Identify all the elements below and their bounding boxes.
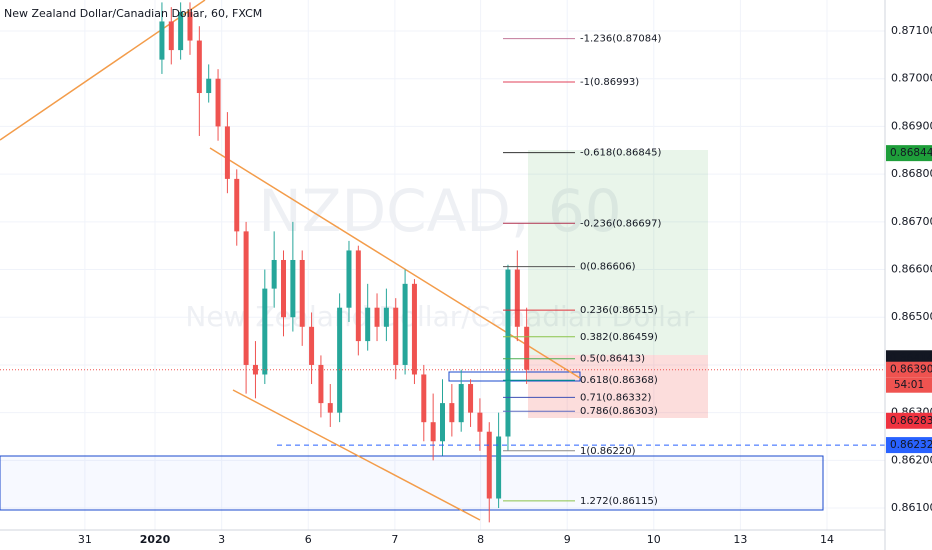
candle-body [468,384,474,413]
candle-body [168,21,174,51]
fib-label: 0(0.86606) [580,262,636,273]
candle-body [299,259,305,327]
candle-body [365,307,371,342]
candle-body [309,326,315,365]
candle-body [224,126,230,179]
watermark-subtitle: New Zealand Dollar/Canadian Dollar [185,300,695,333]
fib-label: -0.618(0.86845) [580,148,661,159]
candle-body [327,403,333,413]
candle-body [234,178,240,232]
candle-body [440,403,445,442]
x-tick-label: 8 [477,533,484,546]
price-badge [886,145,932,162]
price-badge [886,412,932,429]
candle-body [262,288,268,375]
candle-body [505,269,511,437]
candle-body [524,326,530,370]
candle-body [196,40,202,94]
y-tick-label: 0.86500 [891,310,932,323]
price-badge-label: 0.86414 [890,352,932,364]
fib-label: 0.5(0.86413) [580,354,645,365]
axes: 0.861000.862000.863000.864000.865000.866… [78,24,932,546]
grid [0,0,885,530]
y-tick-label: 0.86800 [891,167,932,180]
fib-label: 1(0.86220) [580,446,636,457]
candle-body [281,259,287,318]
candle-body [486,431,492,499]
fib-label: 0.618(0.86368) [580,375,658,386]
price-badge-label: 0.86844 [890,147,932,159]
candle-body [187,11,193,41]
candle-body [430,422,436,442]
price-badge-label: 0.86390 [890,364,932,376]
candle-body [421,374,427,423]
x-tick-label: 6 [305,533,312,546]
y-tick-label: 0.87100 [891,24,932,37]
candle-body [374,307,380,327]
price-badge [886,437,932,454]
candle-body [290,259,296,318]
candle-body [243,231,249,365]
fib-label: -1(0.86993) [580,77,639,88]
fib-label: -1.236(0.87084) [580,34,661,45]
candle-body [458,384,464,423]
trend-line [232,389,481,521]
candle-body [159,21,165,60]
x-tick-label: 2020 [140,533,171,546]
countdown: 54:01 [894,379,924,391]
x-tick-label: 13 [733,533,747,546]
small-zone [448,371,581,382]
fib-label: 1.272(0.86115) [580,496,658,507]
y-tick-label: 0.86100 [891,501,932,514]
y-tick-label: 0.86200 [891,453,932,466]
x-tick-label: 7 [391,533,398,546]
trend-line [0,0,206,141]
price-badge-label: 0.86232 [890,439,932,451]
countdown-badge [886,377,932,393]
fib-label: 0.382(0.86459) [580,332,658,343]
x-tick-label: 3 [218,533,225,546]
candle-body [411,283,417,375]
y-tick-label: 0.86700 [891,215,932,228]
support-zone [0,455,824,511]
candle-body [215,78,221,127]
candle-body [346,250,352,308]
y-tick-label: 0.87000 [891,72,932,85]
candle-body [496,436,502,499]
fib-label: 0.71(0.86332) [580,392,652,403]
x-tick-label: 14 [820,533,834,546]
candle-body [318,364,324,404]
y-tick-label: 0.86600 [891,263,932,276]
x-tick-label: 10 [647,533,661,546]
candle-body [271,259,277,289]
profit-zone [528,150,708,355]
candle-body [383,307,389,327]
price-badge-label: 0.86283 [890,415,932,427]
chart-title: New Zealand Dollar/Canadian Dollar, 60, … [4,7,262,20]
loss-zone [528,355,708,418]
candle-body [337,307,343,413]
price-badge [886,361,932,378]
plot: -1.236(0.87084) -1(0.86993) -0.618(0.86845… [0,2,885,523]
candle-body [206,78,212,94]
fib-label: -0.236(0.86697) [580,218,661,229]
candle-body [355,250,361,342]
candle-body [449,403,455,423]
candle-body [477,412,483,432]
x-tick-label: 31 [78,533,92,546]
x-tick-label: 9 [564,533,571,546]
candle-body [402,283,408,365]
watermark: NZDCAD, 60 [258,177,621,245]
fib-label: 0.786(0.86303) [580,406,658,417]
candle-body [514,269,520,327]
candle-body [178,11,184,51]
fib-label: 0.236(0.86515) [580,305,658,316]
trend-line [209,147,581,379]
candle-body [393,307,399,365]
y-tick-label: 0.86900 [891,119,932,132]
